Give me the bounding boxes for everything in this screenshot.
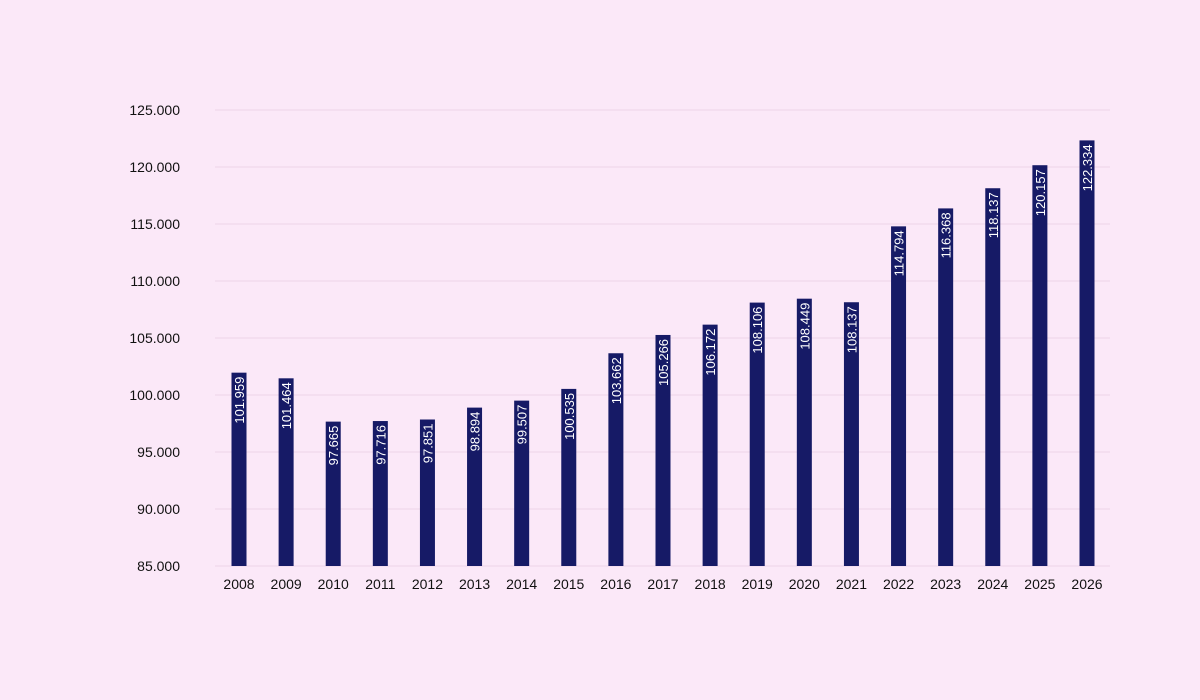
x-tick-label: 2010	[318, 576, 349, 592]
x-tick-label: 2022	[883, 576, 914, 592]
x-tick-label: 2023	[930, 576, 961, 592]
x-tick-label: 2020	[789, 576, 820, 592]
x-tick-label: 2014	[506, 576, 537, 592]
bar	[1079, 140, 1095, 566]
x-tick-label: 2025	[1024, 576, 1055, 592]
y-axis-tick-labels: 85.000 90.000 95.000 100.000 105.000 110.000 1…	[129, 102, 180, 574]
x-tick-label: 2008	[223, 576, 254, 592]
x-tick-label: 2018	[695, 576, 726, 592]
y-tick-label: 110.000	[130, 273, 180, 289]
x-axis-tick-labels: 2008 2009 2010 2011 2012 2013 2014 2015 2016 2017…	[223, 576, 1102, 592]
data-label: 97.851	[420, 423, 435, 463]
y-tick-label: 90.000	[137, 501, 180, 517]
data-label: 122.334	[1080, 144, 1095, 191]
x-tick-label: 2026	[1071, 576, 1102, 592]
y-tick-label: 95.000	[137, 444, 180, 460]
x-tick-label: 2024	[977, 576, 1008, 592]
bar-data-labels: 101.959 101.464 97.665 97.716 97.851 98.894 99…	[232, 144, 1095, 465]
data-label: 118.137	[986, 192, 1001, 238]
data-label: 120.157	[1033, 169, 1048, 216]
bar	[514, 400, 530, 566]
bar	[608, 353, 624, 566]
x-tick-label: 2012	[412, 576, 443, 592]
x-tick-label: 2013	[459, 576, 490, 592]
data-label: 108.106	[750, 307, 765, 354]
x-tick-label: 2017	[647, 576, 678, 592]
bar	[561, 388, 577, 566]
data-label: 97.716	[373, 425, 388, 465]
x-tick-label: 2019	[742, 576, 773, 592]
x-tick-label: 2011	[365, 576, 395, 592]
y-tick-label: 105.000	[129, 330, 180, 346]
x-tick-label: 2009	[271, 576, 302, 592]
bar	[891, 226, 907, 567]
data-label: 101.959	[232, 377, 247, 424]
data-label: 101.464	[279, 382, 294, 429]
bar	[231, 372, 247, 566]
bar	[985, 188, 1001, 566]
data-label: 98.894	[468, 412, 483, 452]
data-label: 106.172	[703, 329, 718, 376]
bar	[702, 324, 718, 566]
y-tick-label: 115.000	[130, 216, 180, 232]
bar	[938, 208, 954, 567]
y-tick-label: 100.000	[129, 387, 180, 403]
bar	[796, 298, 812, 566]
bar	[749, 302, 765, 566]
bar	[419, 419, 435, 566]
data-label: 100.535	[562, 393, 577, 440]
bar	[467, 407, 483, 566]
x-tick-label: 2016	[600, 576, 631, 592]
y-tick-label: 85.000	[137, 558, 180, 574]
data-label: 103.662	[609, 357, 624, 404]
y-tick-label: 125.000	[129, 102, 180, 118]
bar	[843, 302, 859, 566]
bar	[325, 421, 341, 566]
x-tick-label: 2015	[553, 576, 584, 592]
x-tick-label: 2021	[836, 576, 867, 592]
y-tick-label: 120.000	[129, 159, 180, 175]
data-label: 105.266	[656, 339, 671, 386]
data-label: 97.665	[326, 426, 341, 466]
bar	[278, 378, 294, 566]
data-label: 116.368	[939, 212, 954, 258]
data-label: 114.794	[892, 230, 907, 276]
data-label: 108.449	[797, 303, 812, 350]
data-label: 99.507	[515, 405, 530, 445]
data-label: 108.137	[844, 306, 859, 353]
bars	[231, 140, 1095, 567]
bar	[655, 334, 671, 566]
bar	[1032, 165, 1048, 566]
bar	[372, 421, 388, 566]
